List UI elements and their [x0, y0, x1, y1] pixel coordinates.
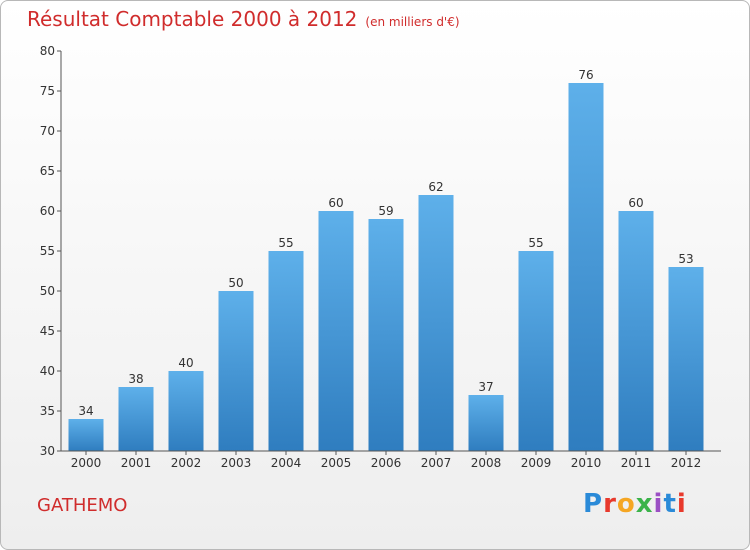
chart-subtitle: (en milliers d'€): [365, 15, 460, 29]
y-tick-label: 55: [40, 244, 55, 258]
x-tick-label: 2005: [321, 456, 352, 470]
bar-value-label: 34: [78, 404, 93, 418]
x-tick-label: 2008: [471, 456, 502, 470]
x-tick-label: 2002: [171, 456, 202, 470]
logo-letter: r: [603, 489, 617, 519]
y-tick-label: 75: [40, 84, 55, 98]
logo-letter: P: [583, 489, 604, 519]
y-axis: 30 35 40 45 50 55 60 65 70 75 80: [40, 44, 62, 458]
x-tick-label: 2012: [671, 456, 702, 470]
x-tick-label: 2001: [121, 456, 152, 470]
logo-letter: o: [616, 489, 636, 519]
bar-value-label: 76: [578, 68, 593, 82]
bar-2008: [468, 395, 504, 451]
y-tick-label: 80: [40, 44, 55, 58]
bar-2006: [368, 219, 404, 451]
y-tick-label: 65: [40, 164, 55, 178]
bar-value-label: 62: [428, 180, 443, 194]
bar-value-label: 59: [378, 204, 393, 218]
x-tick-label: 2003: [221, 456, 252, 470]
bar-2009: [518, 251, 554, 451]
bar-2003: [218, 291, 254, 451]
commune-name: GATHEMO: [37, 495, 128, 516]
bar-2012: [668, 267, 704, 451]
y-tick-label: 70: [40, 124, 55, 138]
bar-2011: [618, 211, 654, 451]
x-tick-label: 2006: [371, 456, 402, 470]
logo-letter: t: [663, 489, 677, 519]
bar-2010: [568, 83, 604, 451]
y-tick-label: 40: [40, 364, 55, 378]
bar-2004: [268, 251, 304, 451]
x-tick-label: 2004: [271, 456, 302, 470]
x-tick-label: 2010: [571, 456, 602, 470]
bar-value-label: 60: [328, 196, 343, 210]
bar-value-label: 53: [678, 252, 693, 266]
logo-letter: i: [676, 489, 687, 519]
bar-value-label: 38: [128, 372, 143, 386]
y-tick-label: 30: [40, 444, 55, 458]
bar-value-label: 55: [528, 236, 543, 250]
logo-letter: x: [635, 489, 654, 519]
bar-2002: [168, 371, 204, 451]
x-tick-label: 2009: [521, 456, 552, 470]
y-tick-label: 35: [40, 404, 55, 418]
bar-2005: [318, 211, 354, 451]
bar-value-label: 40: [178, 356, 193, 370]
y-tick-label: 50: [40, 284, 55, 298]
chart-title: Résultat Comptable 2000 à 2012 (en millie…: [27, 7, 460, 31]
bar-2000: [68, 419, 104, 451]
bars: 34 38 40 50 55 60 59 62 37 55 76 60 53: [68, 68, 704, 451]
bar-2001: [118, 387, 154, 451]
proxiti-logo: Proxiti: [583, 489, 687, 519]
x-tick-label: 2007: [421, 456, 452, 470]
bar-value-label: 37: [478, 380, 493, 394]
y-tick-label: 45: [40, 324, 55, 338]
x-tick-label: 2000: [71, 456, 102, 470]
bar-value-label: 55: [278, 236, 293, 250]
y-tick-label: 60: [40, 204, 55, 218]
bar-value-label: 50: [228, 276, 243, 290]
bar-value-label: 60: [628, 196, 643, 210]
chart-title-text: Résultat Comptable 2000 à 2012: [27, 7, 358, 31]
x-axis: 2000 2001 2002 2003 2004 2005 2006 2007 2008 2009…: [61, 450, 721, 470]
logo-letter: i: [653, 489, 664, 519]
x-tick-label: 2011: [621, 456, 652, 470]
bar-2007: [418, 195, 454, 451]
